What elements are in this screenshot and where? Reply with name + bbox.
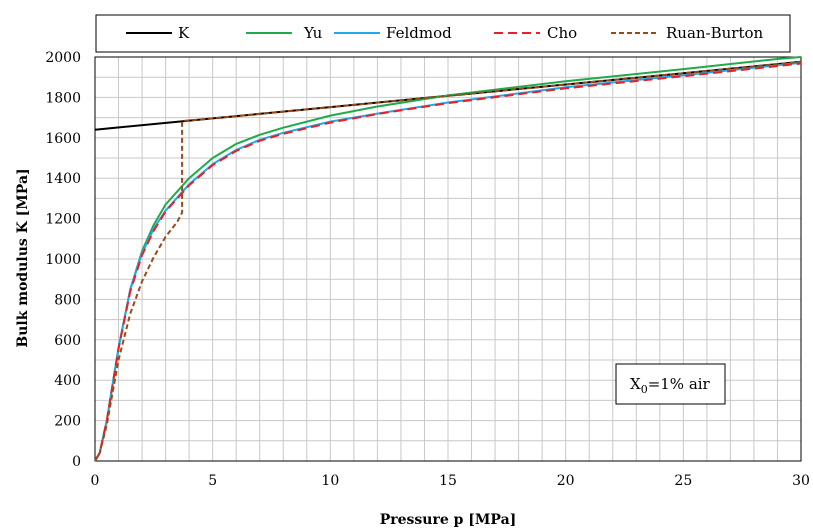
x-axis-title: Pressure p [MPa] bbox=[380, 512, 517, 528]
legend-label-cho: Cho bbox=[547, 24, 577, 42]
annotation-frame bbox=[615, 363, 726, 405]
x-tick-label: 25 bbox=[674, 473, 692, 489]
annotation-text: X0=1% air bbox=[630, 375, 711, 396]
y-tick-label: 400 bbox=[54, 373, 81, 389]
x-tick-label: 10 bbox=[321, 473, 339, 489]
y-axis-ticks: 0 200 400 600 800 1000 1200 1400 1600 1800 2000 bbox=[45, 50, 81, 470]
y-tick-label: 600 bbox=[54, 333, 81, 349]
y-axis-title: Bulk modulus K [MPa] bbox=[15, 168, 31, 347]
x-tick-label: 0 bbox=[91, 473, 100, 489]
x-tick-label: 5 bbox=[208, 473, 217, 489]
series-layer bbox=[94, 56, 802, 462]
y-tick-label: 1400 bbox=[45, 171, 81, 187]
x-tick-label: 20 bbox=[557, 473, 575, 489]
legend-label-feldmod: Feldmod bbox=[386, 24, 452, 42]
legend: K Yu Feldmod Cho Ruan-Burton bbox=[95, 14, 791, 53]
y-tick-label: 0 bbox=[72, 454, 81, 470]
y-tick-label: 1600 bbox=[45, 131, 81, 147]
legend-label-ruan-burton: Ruan-Burton bbox=[666, 24, 764, 42]
annotation-box: X0=1% air bbox=[615, 363, 726, 405]
y-tick-label: 200 bbox=[54, 414, 81, 430]
series-line-cho bbox=[94, 62, 802, 462]
x-tick-label: 30 bbox=[792, 473, 810, 489]
legend-label-k: K bbox=[178, 24, 190, 42]
legend-label-yu: Yu bbox=[303, 24, 323, 42]
y-tick-label: 2000 bbox=[45, 50, 81, 66]
x-tick-label: 15 bbox=[439, 473, 457, 489]
series-line-ruan-burton bbox=[94, 60, 802, 462]
plot-area-frame bbox=[94, 56, 802, 462]
y-tick-label: 1000 bbox=[45, 252, 81, 268]
legend-box bbox=[95, 14, 791, 53]
y-tick-label: 800 bbox=[54, 292, 81, 308]
x-axis-ticks: 0 5 10 15 20 25 30 bbox=[91, 473, 810, 489]
y-tick-label: 1800 bbox=[45, 90, 81, 106]
y-tick-label: 1200 bbox=[45, 212, 81, 228]
